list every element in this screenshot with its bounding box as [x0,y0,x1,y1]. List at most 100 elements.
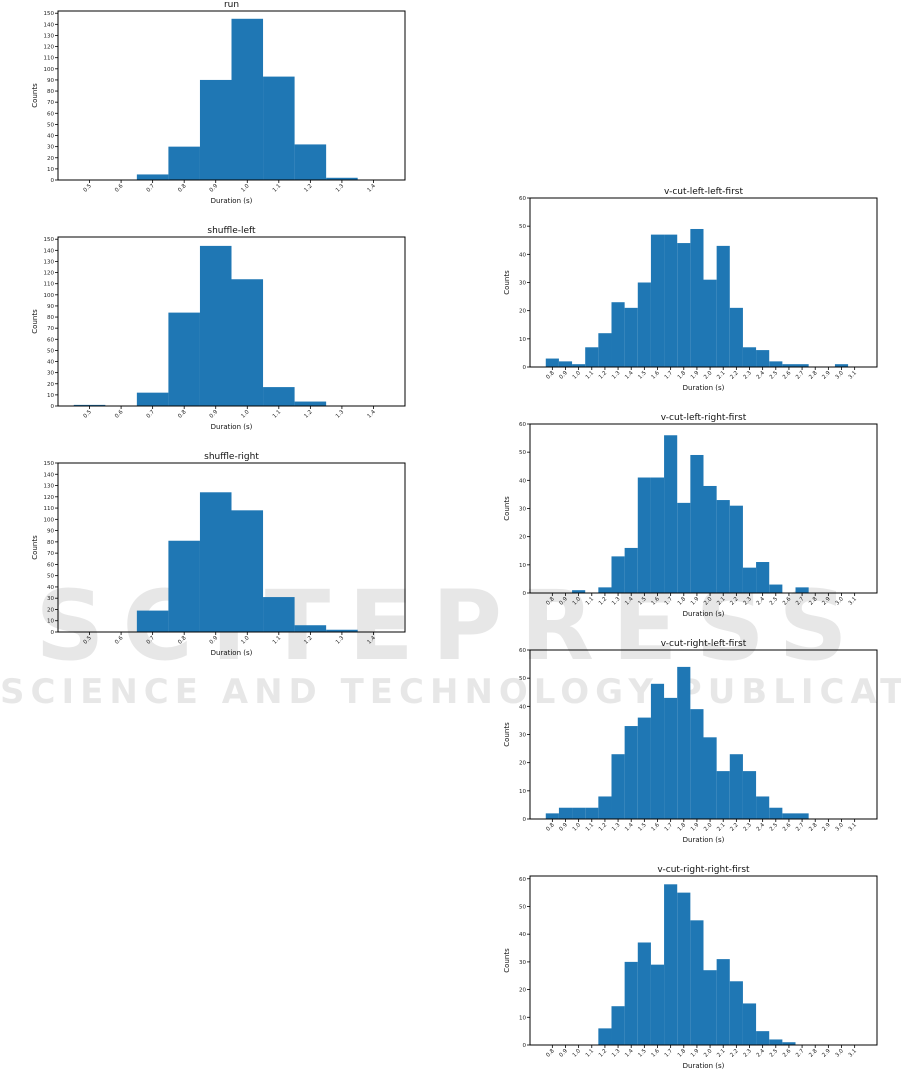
bar [326,629,358,632]
x-tick-label: 0.9 [558,370,569,381]
bar [624,307,638,367]
x-tick-label: 2.5 [769,822,780,833]
x-tick-label: 2.3 [742,1048,753,1059]
x-tick-label: 0.8 [545,1048,556,1059]
y-axis-label: Counts [31,83,39,108]
y-tick-label: 50 [47,122,54,128]
x-tick-label: 0.9 [209,635,220,646]
y-tick-label: 100 [44,293,55,299]
x-tick-label: 3.0 [834,596,845,607]
y-tick-label: 130 [44,484,55,490]
y-tick-label: 50 [519,676,526,682]
y-axis-label: Counts [503,496,511,521]
bar [664,884,678,1045]
bar [664,435,678,593]
x-tick-label: 2.8 [808,370,819,381]
x-tick-label: 2.1 [716,370,726,380]
y-tick-label: 130 [44,259,55,265]
bar [742,1003,757,1045]
x-tick-label: 0.8 [545,822,556,833]
y-tick-label: 120 [44,271,55,277]
y-tick-label: 10 [47,393,54,399]
y-tick-label: 0 [523,817,527,823]
chart-title: v-cut-right-right-first [657,865,750,875]
x-tick-label: 2.7 [795,370,806,381]
bar [716,959,730,1045]
chart-title: shuffle-left [207,226,256,236]
y-tick-label: 10 [519,563,526,569]
bar [611,1006,625,1045]
x-tick-label: 0.5 [83,635,94,646]
x-tick-label: 1.2 [598,822,608,832]
bar [650,964,665,1045]
y-tick-label: 50 [519,224,526,230]
bar [637,717,651,819]
x-tick-label: 3.0 [834,370,845,381]
x-tick-label: 2.8 [808,1048,819,1059]
bar [756,350,770,367]
bar [703,485,717,593]
x-tick-label: 3.1 [848,370,858,380]
x-tick-label: 1.0 [240,409,251,420]
bar [756,796,770,819]
x-tick-label: 1.1 [272,409,282,419]
y-tick-label: 20 [47,156,54,162]
y-tick-label: 100 [44,517,55,523]
x-tick-label: 2.0 [703,1048,714,1059]
bar [585,807,599,819]
axes-frame [57,10,406,181]
x-tick-label: 1.7 [664,370,675,381]
x-tick-label: 1.5 [637,596,648,607]
x-tick-label: 1.7 [664,822,675,833]
bar [294,401,327,406]
x-tick-label: 2.8 [808,596,819,607]
bar [716,500,730,593]
x-tick-label: 1.1 [585,596,595,606]
x-axis-label: Duration (s) [683,610,725,618]
x-tick-label: 3.0 [834,822,845,833]
x-tick-label: 3.1 [848,822,858,832]
y-tick-label: 140 [44,22,55,28]
bar [263,597,295,632]
y-tick-label: 10 [519,789,526,795]
x-tick-label: 2.6 [782,1048,793,1059]
x-tick-label: 0.9 [209,183,220,194]
chart-v-cut-right-left-first: 0 10 20 30 40 50 60 0.8 0.9 1.0 1.1 1.2 1.3 1.4 1.5 1.6… [503,639,878,844]
x-tick-label: 1.0 [240,183,251,194]
x-tick-label: 1.4 [366,409,377,420]
x-tick-label: 2.1 [716,822,726,832]
bar [598,1028,612,1045]
bar [598,333,612,367]
x-tick-label: 1.5 [637,370,648,381]
bar [624,726,638,819]
x-tick-label: 1.3 [611,1048,622,1059]
y-tick-label: 20 [47,382,54,388]
x-tick-label: 1.6 [650,822,661,833]
bar [729,981,743,1045]
x-tick-label: 2.7 [795,596,806,607]
chart-v-cut-left-right-first: 0 10 20 30 40 50 60 0.8 0.9 1.0 1.1 1.2 1.3 1.4 1.5 1.6… [503,413,878,618]
x-tick-label: 3.1 [848,596,858,606]
y-axis-label: Counts [503,948,511,973]
x-tick-label: 2.2 [729,370,739,380]
bar [769,361,783,367]
x-tick-label: 0.5 [83,183,94,194]
y-tick-label: 50 [47,574,54,580]
y-tick-label: 110 [44,56,55,62]
x-tick-label: 1.5 [637,1048,648,1059]
x-axis-label: Duration (s) [683,836,725,844]
x-tick-label: 1.0 [572,370,583,381]
y-axis-label: Counts [503,270,511,295]
bar [624,961,638,1045]
bar [558,361,573,367]
y-tick-label: 30 [47,596,54,602]
bar [795,364,809,367]
bar [677,666,691,819]
x-tick-label: 1.7 [664,596,675,607]
x-tick-label: 1.3 [335,635,346,646]
bar [637,942,651,1045]
x-tick-label: 1.1 [585,370,595,380]
chart-title: run [224,0,239,10]
bar [326,177,358,180]
